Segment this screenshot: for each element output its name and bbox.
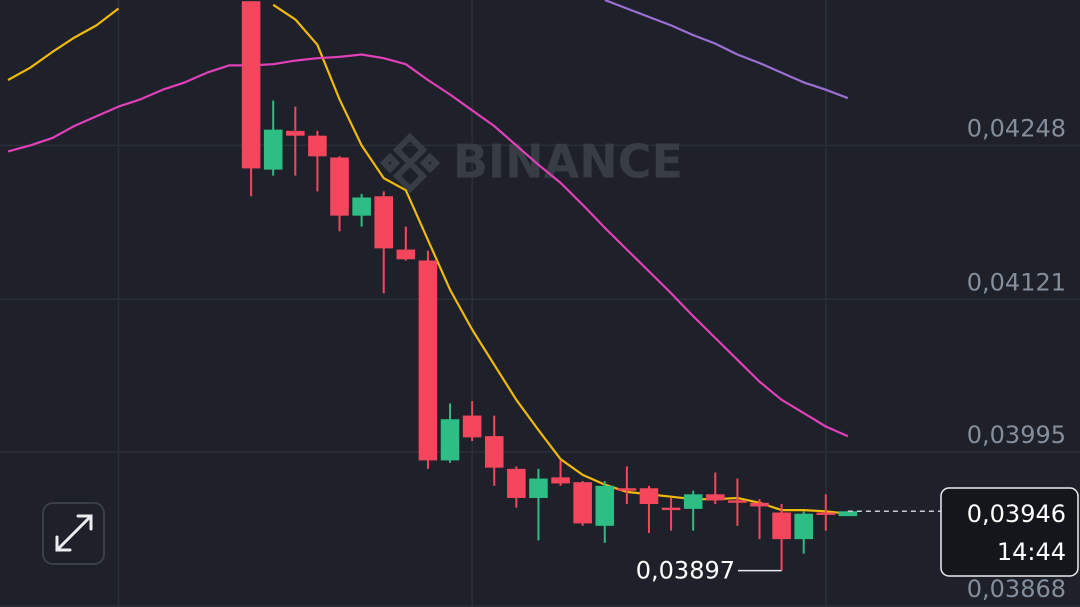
candle-body	[551, 477, 570, 484]
candle-body	[529, 478, 548, 498]
y-tick-label: 0,03868	[967, 575, 1066, 603]
ma-line	[7, 53, 849, 438]
candle-body	[396, 249, 416, 260]
candle-body	[617, 488, 637, 491]
candle-body	[683, 494, 703, 509]
candle-body	[241, 1, 261, 169]
ma-line	[604, 0, 849, 100]
candle-body	[772, 512, 791, 540]
candle-body	[816, 512, 836, 515]
current-price-box	[940, 487, 1079, 577]
y-tick-label: 0,03995	[967, 421, 1066, 449]
candle-body	[352, 197, 371, 216]
candle-body	[838, 511, 858, 517]
expand-button[interactable]	[42, 502, 105, 565]
candle-body	[308, 135, 327, 157]
labels: 0,04248 0,04121 0,03995 0,03868 0,03946 14:44…	[636, 114, 1079, 603]
candle-body	[794, 513, 813, 540]
watermark-logo	[379, 132, 441, 194]
ma-line	[272, 3, 849, 515]
candle-body	[263, 129, 283, 170]
candle-body	[462, 415, 482, 438]
candle-body	[750, 502, 769, 507]
candle-body	[484, 436, 504, 468]
candle-body	[286, 130, 305, 136]
candle-body	[374, 196, 394, 249]
plot	[7, 0, 858, 571]
candle-body	[507, 468, 526, 498]
candle-body	[330, 157, 349, 216]
low-annotation-label: 0,03897	[636, 557, 735, 585]
y-tick-label: 0,04248	[967, 114, 1066, 142]
expand-icon	[55, 514, 93, 552]
candle-body	[595, 485, 615, 526]
candle-body	[418, 260, 438, 461]
candle-body	[639, 488, 659, 505]
candle-body	[440, 419, 460, 461]
countdown: 14:44	[997, 538, 1066, 566]
current-price-label: 0,03946	[967, 500, 1066, 528]
watermark: BINANCE	[379, 132, 683, 194]
y-tick-label: 0,04121	[967, 268, 1066, 296]
candle-body	[573, 482, 592, 524]
watermark-text: BINANCE	[453, 135, 683, 189]
ma-line	[7, 7, 120, 81]
candle-body	[661, 507, 681, 511]
candle-body	[728, 500, 747, 503]
candle-body	[706, 494, 725, 501]
